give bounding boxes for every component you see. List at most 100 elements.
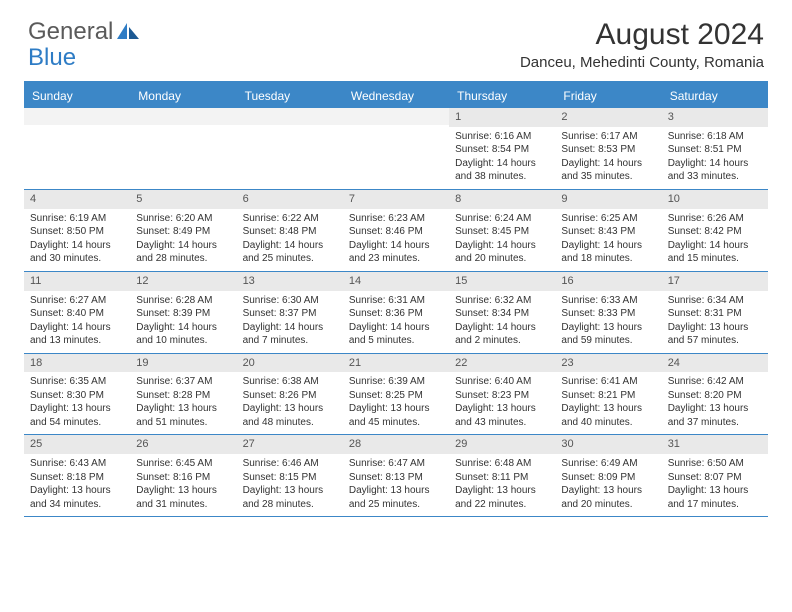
day-number: 27 [237, 435, 343, 454]
sunrise-text: Sunrise: 6:50 AM [668, 457, 762, 471]
day-cell: 4Sunrise: 6:19 AMSunset: 8:50 PMDaylight… [24, 190, 130, 271]
sunrise-text: Sunrise: 6:34 AM [668, 294, 762, 308]
day-cell: 12Sunrise: 6:28 AMSunset: 8:39 PMDayligh… [130, 272, 236, 353]
daylight-text: Daylight: 14 hours and 35 minutes. [561, 157, 655, 184]
sunset-text: Sunset: 8:39 PM [136, 307, 230, 321]
day-info: Sunrise: 6:43 AMSunset: 8:18 PMDaylight:… [24, 454, 130, 516]
day-number: 20 [237, 354, 343, 373]
day-cell: 30Sunrise: 6:49 AMSunset: 8:09 PMDayligh… [555, 435, 661, 516]
day-header: Friday [555, 84, 661, 108]
sunset-text: Sunset: 8:51 PM [668, 143, 762, 157]
day-number [130, 108, 236, 125]
day-number: 30 [555, 435, 661, 454]
sunset-text: Sunset: 8:21 PM [561, 389, 655, 403]
daylight-text: Daylight: 14 hours and 33 minutes. [668, 157, 762, 184]
sunrise-text: Sunrise: 6:33 AM [561, 294, 655, 308]
week-row: 25Sunrise: 6:43 AMSunset: 8:18 PMDayligh… [24, 435, 768, 517]
sunset-text: Sunset: 8:09 PM [561, 471, 655, 485]
day-cell: 9Sunrise: 6:25 AMSunset: 8:43 PMDaylight… [555, 190, 661, 271]
daylight-text: Daylight: 13 hours and 22 minutes. [455, 484, 549, 511]
sunset-text: Sunset: 8:53 PM [561, 143, 655, 157]
day-cell: 21Sunrise: 6:39 AMSunset: 8:25 PMDayligh… [343, 354, 449, 435]
sunrise-text: Sunrise: 6:45 AM [136, 457, 230, 471]
week-row: 4Sunrise: 6:19 AMSunset: 8:50 PMDaylight… [24, 190, 768, 272]
daylight-text: Daylight: 14 hours and 5 minutes. [349, 321, 443, 348]
daylight-text: Daylight: 13 hours and 45 minutes. [349, 402, 443, 429]
sunrise-text: Sunrise: 6:20 AM [136, 212, 230, 226]
day-header-row: Sunday Monday Tuesday Wednesday Thursday… [24, 84, 768, 108]
daylight-text: Daylight: 13 hours and 37 minutes. [668, 402, 762, 429]
sunset-text: Sunset: 8:36 PM [349, 307, 443, 321]
week-row: 11Sunrise: 6:27 AMSunset: 8:40 PMDayligh… [24, 272, 768, 354]
day-cell: 18Sunrise: 6:35 AMSunset: 8:30 PMDayligh… [24, 354, 130, 435]
day-cell: 19Sunrise: 6:37 AMSunset: 8:28 PMDayligh… [130, 354, 236, 435]
daylight-text: Daylight: 14 hours and 30 minutes. [30, 239, 124, 266]
day-cell: 17Sunrise: 6:34 AMSunset: 8:31 PMDayligh… [662, 272, 768, 353]
day-cell: 13Sunrise: 6:30 AMSunset: 8:37 PMDayligh… [237, 272, 343, 353]
day-info: Sunrise: 6:20 AMSunset: 8:49 PMDaylight:… [130, 209, 236, 271]
day-number: 29 [449, 435, 555, 454]
sunset-text: Sunset: 8:43 PM [561, 225, 655, 239]
daylight-text: Daylight: 14 hours and 2 minutes. [455, 321, 549, 348]
day-number: 26 [130, 435, 236, 454]
sunrise-text: Sunrise: 6:41 AM [561, 375, 655, 389]
day-cell [130, 108, 236, 189]
day-cell: 10Sunrise: 6:26 AMSunset: 8:42 PMDayligh… [662, 190, 768, 271]
day-info: Sunrise: 6:49 AMSunset: 8:09 PMDaylight:… [555, 454, 661, 516]
day-cell: 16Sunrise: 6:33 AMSunset: 8:33 PMDayligh… [555, 272, 661, 353]
day-info: Sunrise: 6:39 AMSunset: 8:25 PMDaylight:… [343, 372, 449, 434]
daylight-text: Daylight: 14 hours and 20 minutes. [455, 239, 549, 266]
daylight-text: Daylight: 14 hours and 18 minutes. [561, 239, 655, 266]
day-info: Sunrise: 6:34 AMSunset: 8:31 PMDaylight:… [662, 291, 768, 353]
sunrise-text: Sunrise: 6:47 AM [349, 457, 443, 471]
sunrise-text: Sunrise: 6:38 AM [243, 375, 337, 389]
sunset-text: Sunset: 8:34 PM [455, 307, 549, 321]
sunrise-text: Sunrise: 6:18 AM [668, 130, 762, 144]
day-info: Sunrise: 6:24 AMSunset: 8:45 PMDaylight:… [449, 209, 555, 271]
sunrise-text: Sunrise: 6:39 AM [349, 375, 443, 389]
day-header: Monday [130, 84, 236, 108]
day-info: Sunrise: 6:38 AMSunset: 8:26 PMDaylight:… [237, 372, 343, 434]
day-header: Tuesday [237, 84, 343, 108]
sunset-text: Sunset: 8:37 PM [243, 307, 337, 321]
sunset-text: Sunset: 8:28 PM [136, 389, 230, 403]
day-cell: 15Sunrise: 6:32 AMSunset: 8:34 PMDayligh… [449, 272, 555, 353]
day-cell: 8Sunrise: 6:24 AMSunset: 8:45 PMDaylight… [449, 190, 555, 271]
sunrise-text: Sunrise: 6:43 AM [30, 457, 124, 471]
sunset-text: Sunset: 8:31 PM [668, 307, 762, 321]
day-number: 1 [449, 108, 555, 127]
header: General August 2024 Danceu, Mehedinti Co… [0, 0, 792, 75]
sunrise-text: Sunrise: 6:32 AM [455, 294, 549, 308]
day-info: Sunrise: 6:48 AMSunset: 8:11 PMDaylight:… [449, 454, 555, 516]
day-info: Sunrise: 6:41 AMSunset: 8:21 PMDaylight:… [555, 372, 661, 434]
sunset-text: Sunset: 8:45 PM [455, 225, 549, 239]
daylight-text: Daylight: 13 hours and 48 minutes. [243, 402, 337, 429]
sunrise-text: Sunrise: 6:28 AM [136, 294, 230, 308]
day-info: Sunrise: 6:23 AMSunset: 8:46 PMDaylight:… [343, 209, 449, 271]
sunset-text: Sunset: 8:30 PM [30, 389, 124, 403]
daylight-text: Daylight: 14 hours and 7 minutes. [243, 321, 337, 348]
sunrise-text: Sunrise: 6:19 AM [30, 212, 124, 226]
sunset-text: Sunset: 8:50 PM [30, 225, 124, 239]
day-cell: 22Sunrise: 6:40 AMSunset: 8:23 PMDayligh… [449, 354, 555, 435]
day-number: 12 [130, 272, 236, 291]
sunrise-text: Sunrise: 6:22 AM [243, 212, 337, 226]
day-number: 6 [237, 190, 343, 209]
sunrise-text: Sunrise: 6:31 AM [349, 294, 443, 308]
day-info: Sunrise: 6:50 AMSunset: 8:07 PMDaylight:… [662, 454, 768, 516]
day-number: 23 [555, 354, 661, 373]
day-cell [24, 108, 130, 189]
calendar: Sunday Monday Tuesday Wednesday Thursday… [24, 81, 768, 517]
day-info: Sunrise: 6:25 AMSunset: 8:43 PMDaylight:… [555, 209, 661, 271]
day-number: 11 [24, 272, 130, 291]
sunrise-text: Sunrise: 6:17 AM [561, 130, 655, 144]
day-cell: 1Sunrise: 6:16 AMSunset: 8:54 PMDaylight… [449, 108, 555, 189]
daylight-text: Daylight: 13 hours and 43 minutes. [455, 402, 549, 429]
day-number: 3 [662, 108, 768, 127]
day-info: Sunrise: 6:26 AMSunset: 8:42 PMDaylight:… [662, 209, 768, 271]
day-header: Wednesday [343, 84, 449, 108]
logo-sail-icon [115, 21, 141, 43]
day-info: Sunrise: 6:18 AMSunset: 8:51 PMDaylight:… [662, 127, 768, 189]
sunset-text: Sunset: 8:18 PM [30, 471, 124, 485]
day-cell: 2Sunrise: 6:17 AMSunset: 8:53 PMDaylight… [555, 108, 661, 189]
